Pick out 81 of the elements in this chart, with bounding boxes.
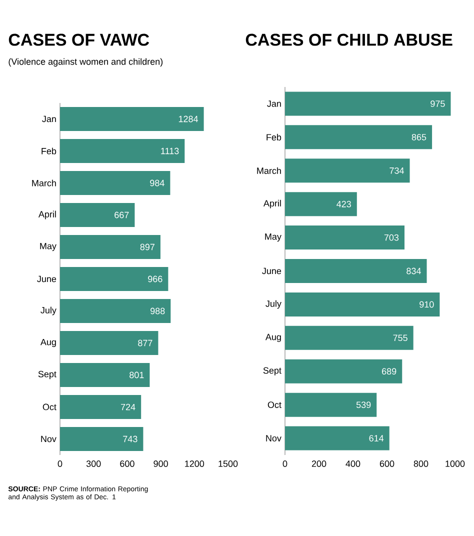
- bar: [60, 171, 170, 195]
- x-tick-label: 600: [380, 460, 394, 467]
- y-tick-label: July: [40, 306, 56, 316]
- bar: [284, 125, 432, 150]
- y-tick-label: Nov: [41, 436, 56, 442]
- bar: [60, 266, 168, 291]
- bar: [60, 330, 158, 355]
- data-label: 877: [138, 340, 152, 346]
- bar: [284, 359, 402, 384]
- y-tick-label: Sept: [263, 367, 282, 376]
- bar: [60, 394, 142, 419]
- data-label: 988: [150, 308, 165, 314]
- bar: [284, 259, 427, 283]
- x-tick-label: 200: [312, 460, 326, 467]
- chart-title: CASES OF CHILD ABUSE: [246, 34, 452, 46]
- y-tick-label: Oct: [268, 402, 282, 408]
- bar: [60, 235, 160, 259]
- y-tick-label: Jan: [42, 116, 56, 122]
- bar: [284, 192, 357, 216]
- y-tick-label: April: [38, 210, 56, 220]
- x-tick-label: 1500: [218, 460, 238, 467]
- x-tick-label: 800: [414, 460, 428, 467]
- y-tick-label: Nov: [266, 435, 282, 442]
- y-tick-label: April: [263, 200, 281, 208]
- x-tick-label: 300: [86, 460, 101, 467]
- bar: [284, 158, 410, 183]
- y-tick-label: May: [40, 242, 56, 252]
- chart-subtitle: (Violence against women and children): [8, 58, 163, 67]
- y-tick-label: June: [262, 268, 282, 274]
- y-tick-label: March: [257, 167, 281, 174]
- bar: [60, 426, 144, 451]
- bar: [60, 362, 150, 387]
- y-tick-label: Aug: [40, 338, 56, 348]
- y-tick-label: March: [32, 180, 56, 186]
- y-tick-label: Feb: [42, 148, 56, 154]
- x-tick-label: 900: [154, 460, 168, 467]
- y-tick-label: Aug: [265, 334, 281, 342]
- bar: [284, 326, 414, 350]
- bar: [284, 426, 390, 450]
- chart-title: CASES OF VAWC: [8, 34, 150, 46]
- x-tick-label: 600: [120, 460, 134, 467]
- y-tick-label: Feb: [266, 134, 282, 140]
- y-tick-label: June: [37, 276, 56, 282]
- data-label: 724: [120, 404, 136, 410]
- data-label: 1113: [161, 148, 179, 154]
- bar: [284, 392, 377, 417]
- data-label: 614: [369, 435, 384, 442]
- data-label: 423: [336, 200, 351, 208]
- data-label: 734: [390, 167, 404, 174]
- data-label: 667: [114, 212, 129, 218]
- x-tick-label: 1000: [446, 460, 465, 467]
- data-label: 984: [150, 180, 164, 186]
- data-label: 966: [148, 276, 162, 282]
- x-tick-label: 1200: [185, 460, 204, 467]
- bar: [60, 203, 135, 227]
- data-label: 689: [382, 368, 396, 375]
- x-tick-label: 0: [58, 460, 62, 467]
- data-label: 1284: [178, 116, 198, 122]
- y-tick-label: May: [265, 234, 282, 242]
- data-label: 703: [384, 234, 399, 241]
- y-tick-label: July: [266, 300, 282, 309]
- data-label: 865: [412, 134, 426, 140]
- bar: [284, 226, 404, 250]
- x-tick-label: 0: [282, 460, 288, 467]
- x-tick-label: 400: [346, 460, 360, 467]
- y-tick-label: Oct: [42, 404, 56, 410]
- data-label: 975: [430, 100, 445, 107]
- y-tick-label: Sept: [38, 370, 56, 380]
- y-tick-label: Jan: [267, 100, 281, 107]
- bar: [60, 139, 185, 163]
- data-label: 801: [130, 372, 144, 378]
- bar: [284, 92, 451, 116]
- data-label: 743: [123, 436, 138, 442]
- bar: [60, 107, 204, 131]
- data-label: 910: [420, 301, 434, 308]
- bar: [284, 292, 440, 316]
- data-label: 834: [406, 268, 421, 274]
- data-label: 897: [140, 244, 154, 250]
- data-label: 755: [393, 334, 408, 342]
- data-label: 539: [356, 402, 371, 408]
- bar: [60, 299, 171, 323]
